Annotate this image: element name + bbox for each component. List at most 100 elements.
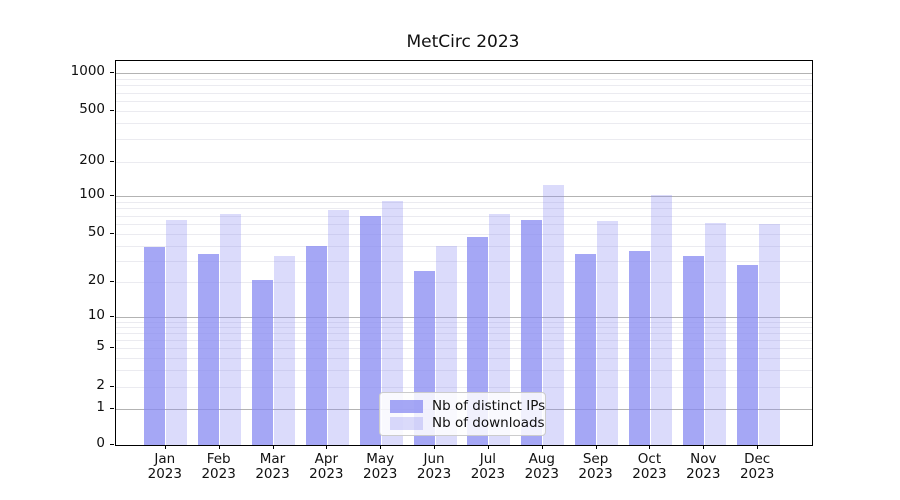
x-tick-label-jun: Jun 2023	[416, 451, 452, 482]
y-tick-label-1: 1	[96, 399, 105, 416]
legend-label-distinct-ips: Nb of distinct IPs	[432, 398, 546, 414]
gridline-700	[116, 92, 812, 94]
legend: Nb of distinct IPs Nb of downloads	[379, 392, 546, 436]
bar-downloads-sep	[597, 221, 619, 445]
gridline-500	[116, 110, 812, 112]
legend-swatch-distinct-ips	[390, 399, 423, 413]
gridline-9	[116, 322, 812, 324]
y-tick-label-20: 20	[87, 272, 105, 289]
chart-title: MetCirc 2023	[406, 32, 520, 52]
gridline-1000	[116, 73, 812, 75]
y-tick-50	[110, 232, 114, 234]
gridline-900	[116, 79, 812, 81]
y-tick-100	[110, 195, 114, 197]
x-tick-label-nov: Nov 2023	[686, 451, 721, 482]
gridline-200	[116, 161, 812, 163]
gridline-60	[116, 223, 812, 225]
legend-swatch-downloads	[390, 416, 423, 430]
x-tick-label-jul: Jul 2023	[470, 451, 506, 482]
gridline-3	[116, 369, 812, 371]
y-tick-label-500: 500	[79, 100, 105, 117]
x-tick-label-may: May 2023	[363, 451, 398, 482]
y-tick-label-50: 50	[87, 223, 105, 240]
y-tick-label-5: 5	[96, 337, 105, 354]
x-tick-aug	[541, 445, 543, 449]
x-tick-label-oct: Oct 2023	[632, 451, 667, 482]
y-tick-label-200: 200	[79, 151, 105, 168]
y-tick-10	[110, 316, 114, 318]
gridline-90	[116, 201, 812, 203]
y-tick-label-0: 0	[96, 435, 105, 451]
x-tick-oct	[649, 445, 651, 449]
x-tick-label-dec: Dec 2023	[739, 451, 775, 482]
bar-downloads-apr	[327, 209, 349, 445]
gridline-400	[116, 123, 812, 125]
y-tick-label-2: 2	[96, 377, 105, 394]
bar-distinct-ips-jan	[144, 246, 166, 445]
x-tick-label-feb: Feb 2023	[201, 451, 236, 482]
x-tick-jul	[487, 445, 489, 449]
x-tick-may	[380, 445, 382, 449]
y-tick-0	[110, 444, 114, 445]
gridline-30	[116, 260, 812, 262]
legend-item-downloads: Nb of downloads	[390, 415, 545, 431]
x-tick-dec	[757, 445, 759, 449]
x-tick-jan	[164, 445, 166, 449]
bar-downloads-jan	[166, 220, 188, 445]
gridline-70	[116, 215, 812, 217]
x-tick-label-aug: Aug 2023	[524, 451, 559, 482]
gridline-6	[116, 339, 812, 341]
bar-distinct-ips-nov	[682, 255, 704, 445]
bar-distinct-ips-aug	[521, 219, 543, 445]
y-tick-label-10: 10	[87, 307, 105, 324]
gridline-800	[116, 85, 812, 87]
bar-downloads-aug	[543, 185, 565, 445]
gridline-80	[116, 208, 812, 210]
x-tick-label-apr: Apr 2023	[309, 451, 344, 482]
x-tick-label-mar: Mar 2023	[255, 451, 290, 482]
x-tick-label-jan: Jan 2023	[147, 451, 182, 482]
y-tick-5	[110, 346, 114, 348]
bar-downloads-jul	[489, 213, 511, 445]
x-tick-sep	[595, 445, 597, 449]
y-tick-label-1000: 1000	[70, 63, 105, 80]
legend-label-downloads: Nb of downloads	[432, 415, 545, 431]
bar-distinct-ips-may	[359, 215, 381, 445]
bar-downloads-may	[381, 200, 403, 445]
y-tick-label-100: 100	[79, 186, 105, 203]
gridline-20	[116, 282, 812, 284]
bar-downloads-nov	[704, 223, 726, 445]
bar-downloads-oct	[650, 194, 672, 445]
gridline-5	[116, 347, 812, 349]
bar-downloads-mar	[274, 255, 295, 445]
bar-distinct-ips-dec	[736, 264, 758, 445]
y-tick-20	[110, 281, 114, 283]
plot-area	[115, 60, 813, 446]
gridline-300	[116, 139, 812, 141]
gridline-8	[116, 327, 812, 329]
y-tick-500	[110, 109, 114, 111]
gridline-50	[116, 233, 812, 235]
legend-item-distinct-ips: Nb of distinct IPs	[390, 398, 545, 414]
bar-distinct-ips-apr	[305, 245, 327, 445]
gridline-7	[116, 333, 812, 335]
gridline-600	[116, 100, 812, 102]
gridline-4	[116, 357, 812, 359]
y-tick-1000	[110, 72, 114, 74]
gridline-100	[116, 196, 812, 198]
y-tick-1	[110, 408, 114, 410]
x-tick-nov	[703, 445, 705, 449]
gridline-10	[116, 317, 812, 319]
gridline-2	[116, 387, 812, 389]
bar-distinct-ips-sep	[575, 254, 597, 445]
bar-downloads-feb	[220, 213, 242, 445]
bar-distinct-ips-feb	[198, 254, 220, 445]
x-tick-label-sep: Sep 2023	[578, 451, 613, 482]
x-tick-feb	[218, 445, 220, 449]
x-tick-jun	[434, 445, 436, 449]
gridline-40	[116, 245, 812, 247]
bar-downloads-dec	[758, 223, 780, 445]
x-tick-apr	[326, 445, 328, 449]
y-tick-2	[110, 386, 114, 388]
